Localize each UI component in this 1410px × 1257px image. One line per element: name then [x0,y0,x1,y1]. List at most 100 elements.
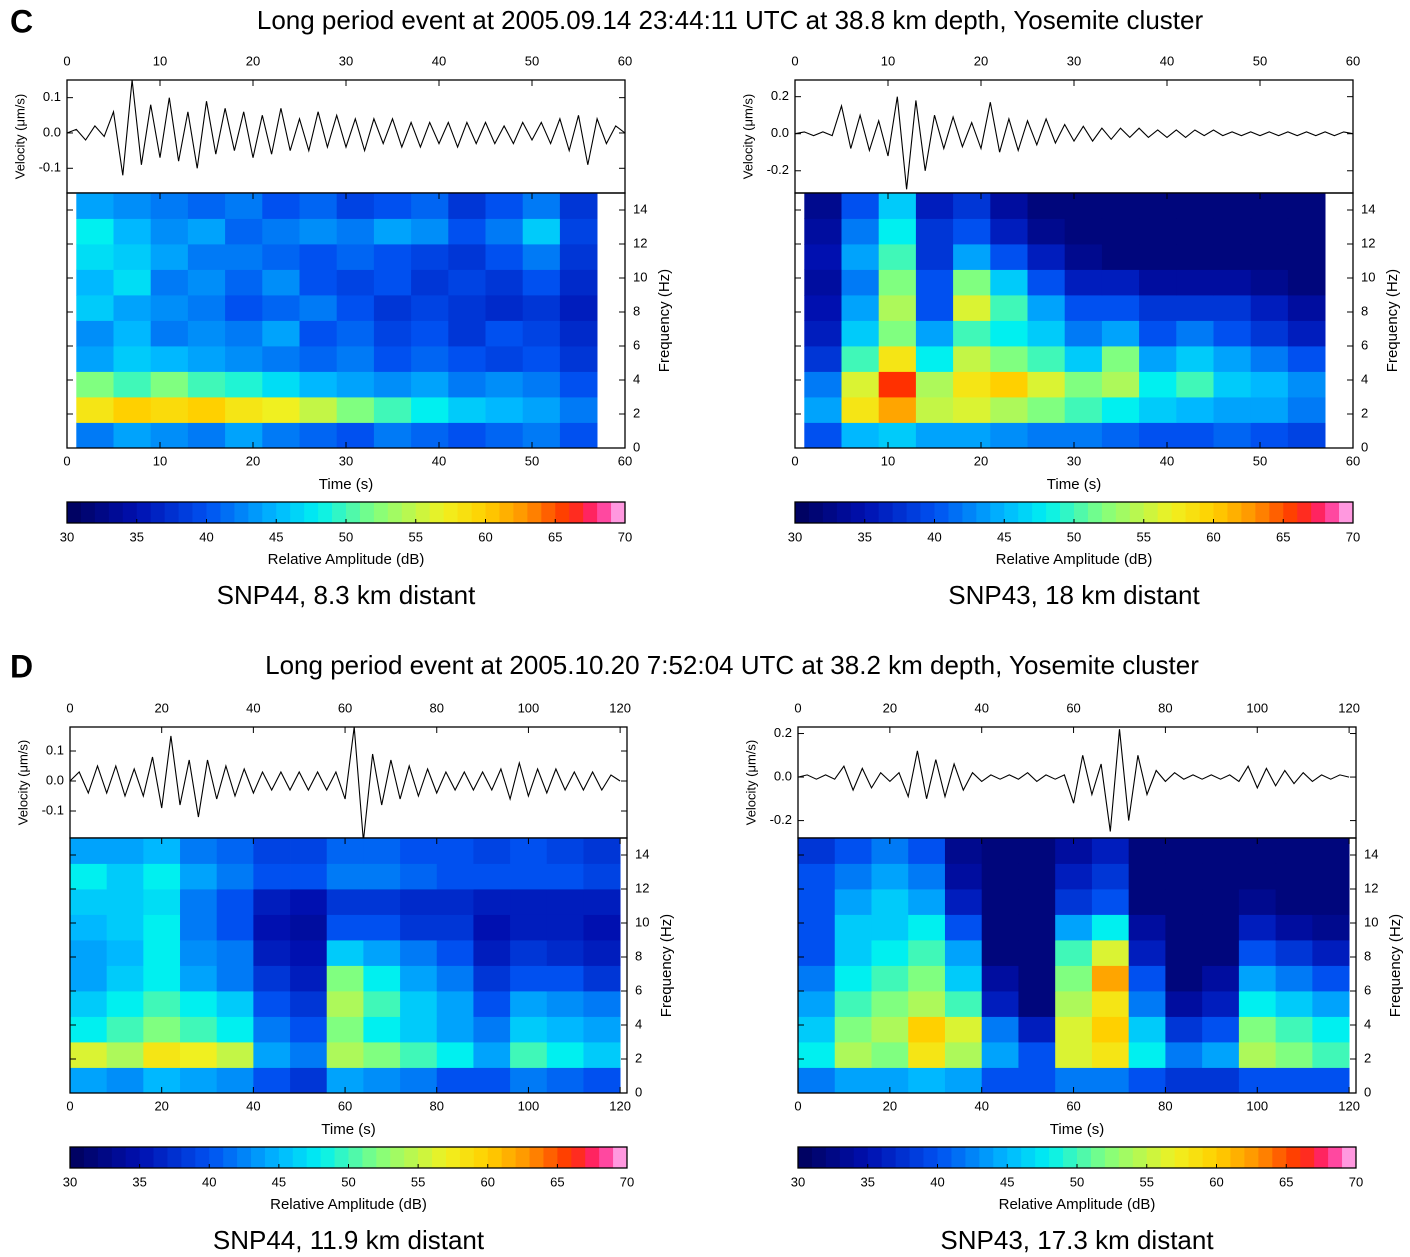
y-axis-label: Frequency (Hz) [658,914,675,1017]
colorbar-cell [1227,502,1242,523]
spectrogram-cell [336,218,375,245]
spectrogram-cell [1064,193,1103,219]
x-tick-label: 20 [154,1098,168,1113]
x-tick-label: 50 [1253,453,1267,468]
x-tick-label: 120 [1338,700,1360,715]
colorbar-cell [1146,1147,1162,1168]
colorbar-cell [993,1147,1008,1168]
spectrogram-cell [1250,371,1289,398]
spectrogram-cell [1027,269,1066,296]
spectrogram-cell [878,295,917,321]
plot-frame [66,79,626,194]
x-tick-label: 80 [430,1098,444,1113]
spectrogram-cell [1091,838,1130,864]
spectrogram-cell [1018,914,1056,941]
spectrogram-cell [944,838,983,864]
spectrogram-cell [1064,295,1103,321]
colorbar-cell [1255,502,1270,523]
colorbar-cell [808,502,824,523]
spectrogram-cell [559,346,598,372]
colorbar-cell [485,502,500,523]
spectrogram-cell [990,295,1028,321]
spectrogram-cell [1250,269,1289,296]
spectrogram-cell [76,295,114,321]
spectrogram-cell [1287,397,1326,423]
colorbar-cell [346,502,361,523]
colorbar-cell [864,502,880,523]
spectrogram-cell [363,1042,401,1068]
spectrogram-cell [113,320,152,347]
spectrogram-cell [70,838,108,864]
spectrogram-cell [299,422,338,449]
spectrogram-cell [871,914,909,941]
spectrogram-cell [1250,346,1289,372]
colorbar-cell [571,1147,586,1168]
colorbar-cell [499,502,514,523]
spectrogram-cell [150,397,189,423]
colorbar-cell [150,502,166,523]
colorbar-cell [67,502,82,523]
x-tick-label: 100 [518,700,540,715]
x-tick-label: 100 [1246,700,1268,715]
spectrogram-cell [1202,1067,1240,1094]
x-tick-label: 50 [525,53,539,68]
spectrogram-cell [510,863,548,890]
spectrogram-cell [1275,1067,1313,1094]
spectrogram-cell [1202,863,1240,890]
spectrogram-cell [804,397,842,423]
spectrogram-cell [871,863,909,890]
colorbar-tick-label: 50 [339,529,353,544]
colorbar-tick-label: 30 [63,1174,77,1189]
spectrogram-cell [436,991,474,1017]
spectrogram-cell [990,346,1028,372]
spectrogram-cell [1176,320,1214,347]
spectrogram-cell [1064,346,1103,372]
spectrogram-cell [1018,1067,1056,1094]
spectrogram-cell [1128,914,1166,941]
spectrogram-cell [908,889,946,915]
colorbar-cell [1230,1147,1245,1168]
x-tick-label: 20 [974,453,988,468]
spectrogram-cell [143,965,181,992]
spectrogram-cell [953,244,991,270]
spectrogram-cell [834,1067,872,1094]
spectrogram-cell [336,346,375,372]
spectrogram-cell [583,965,621,992]
x-tick-label: 40 [246,1098,260,1113]
spectrogram-cell [981,1042,1019,1068]
colorbar-cell [320,1147,335,1168]
spectrogram-cell [411,397,449,423]
x-axis-label: Time (s) [319,476,373,493]
spectrogram-cell [1101,346,1140,372]
plot-frame [794,79,1354,194]
spectrogram-cell [187,295,226,321]
y-tick-label: 14 [1364,846,1378,861]
colorbar-cell [1286,1147,1301,1168]
spectrogram-cell [953,422,991,449]
colorbar-label: Relative Amplitude (dB) [996,551,1153,568]
spectrogram-cell [299,193,338,219]
spectrogram-cell [400,991,438,1017]
spectrogram-cell [1275,965,1313,992]
x-tick-label: 20 [154,700,168,715]
spectrogram-cell [299,295,338,321]
spectrogram-cell [798,838,836,864]
x-tick-label: 60 [338,700,352,715]
spectrogram-cell [373,218,412,245]
spectrogram-cell [953,269,991,296]
spectrogram-cell [290,863,328,890]
spectrogram-cell [411,193,449,219]
colorbar-cell [304,502,319,523]
spectrogram-cell [546,991,584,1017]
spectrogram-cell [798,889,836,915]
spectrogram-cell [908,965,946,992]
spectrogram-cell [804,422,842,449]
y-tick-label: 8 [633,303,640,318]
spectrogram-cell [187,269,226,296]
colorbar-cell [125,1147,141,1168]
spectrogram-cell [990,269,1028,296]
x-tick-label: 20 [246,453,260,468]
y-axis-label: Velocity (μm/s) [15,740,30,826]
colorbar-cell [878,502,894,523]
spectrogram-cell [363,1067,401,1094]
